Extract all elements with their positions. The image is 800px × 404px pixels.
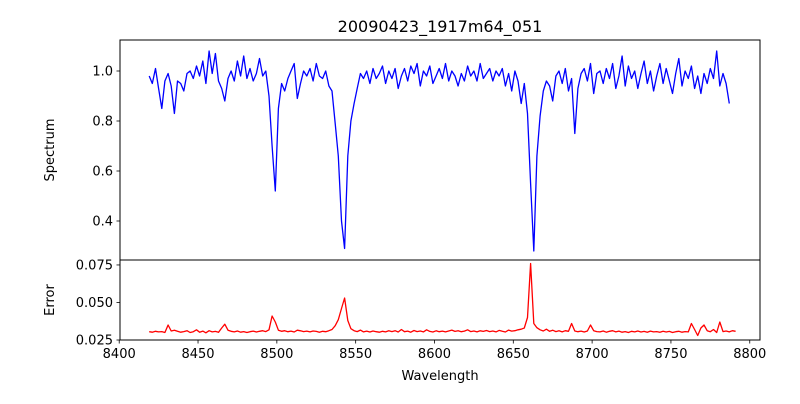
bottom-axes-frame (119, 259, 761, 341)
error-ytick-label: 0.025 (76, 334, 113, 349)
xtick-label: 8450 (181, 347, 214, 362)
xtick-label: 8800 (733, 347, 766, 362)
xtick-label: 8400 (103, 347, 136, 362)
spectrum-ytick-label: 0.6 (92, 165, 113, 180)
xtick-label: 8650 (497, 347, 530, 362)
spectrum-ytick-label: 0.4 (92, 215, 113, 230)
xtick-label: 8700 (576, 347, 609, 362)
error-series-line (149, 262, 736, 337)
error-ytick-label: 0.050 (76, 296, 113, 311)
spectrum-ytick-label: 1.0 (92, 65, 113, 80)
chart-title: 20090423_1917m64_051 (338, 17, 543, 37)
error-ytick-label: 0.075 (76, 258, 113, 273)
bottom-ylabel: Error (43, 284, 58, 316)
top-ylabel: Spectrum (43, 119, 58, 182)
xtick-label: 8600 (418, 347, 451, 362)
x-axis-label: Wavelength (401, 369, 478, 384)
xtick-label: 8550 (339, 347, 372, 362)
spectrum-series-line (148, 50, 730, 252)
xtick-label: 8500 (260, 347, 293, 362)
spectrum-ytick-label: 0.8 (92, 115, 113, 130)
xtick-label: 8750 (654, 347, 687, 362)
